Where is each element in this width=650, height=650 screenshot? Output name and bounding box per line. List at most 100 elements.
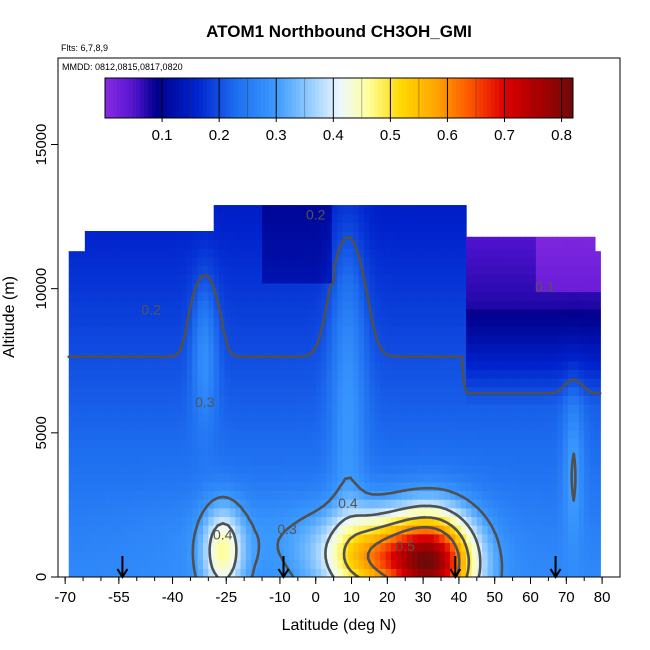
heatmap-cell — [299, 222, 306, 232]
heatmap-cell — [471, 429, 478, 440]
heatmap-cell — [219, 490, 226, 500]
heatmap-cell — [90, 308, 97, 319]
heatmap-cell — [90, 455, 97, 466]
heatmap-cell — [568, 525, 575, 535]
heatmap-cell — [208, 282, 215, 293]
colorbar-segment — [549, 78, 554, 118]
heatmap-cell — [428, 222, 435, 232]
heatmap-cell — [390, 378, 397, 388]
heatmap-cell — [160, 378, 166, 388]
heatmap-cell — [557, 248, 564, 258]
heatmap-cell — [315, 239, 322, 249]
heatmap-cell — [347, 421, 354, 431]
heatmap-cell — [165, 282, 172, 293]
heatmap-cell — [117, 291, 124, 301]
heatmap-cell — [133, 308, 140, 319]
heatmap-cell — [514, 447, 521, 457]
heatmap-cell — [551, 473, 558, 483]
heatmap-cell — [197, 473, 204, 483]
heatmap-cell — [224, 499, 231, 509]
heatmap-cell — [401, 248, 408, 258]
heatmap-cell — [374, 559, 381, 569]
heatmap-cell — [138, 507, 145, 518]
heatmap-cell — [111, 231, 118, 241]
heatmap-cell — [68, 308, 75, 319]
heatmap-cell — [181, 404, 188, 414]
heatmap-cell — [122, 248, 129, 258]
heatmap-cell — [514, 455, 521, 466]
heatmap-cell — [106, 447, 113, 457]
heatmap-cell — [245, 317, 252, 327]
heatmap-cell — [385, 222, 392, 232]
heatmap-cell — [337, 490, 344, 500]
heatmap-cell — [423, 308, 430, 319]
heatmap-cell — [347, 274, 354, 284]
heatmap-cell — [304, 551, 311, 561]
heatmap-cell — [208, 300, 215, 310]
heatmap-cell — [439, 231, 446, 241]
heatmap-cell — [557, 455, 564, 466]
heatmap-cell — [492, 291, 499, 301]
colorbar-segment — [456, 78, 461, 118]
contour-label: 0.3 — [195, 394, 215, 410]
heatmap-cell — [530, 236, 537, 241]
heatmap-cell — [170, 499, 177, 509]
colorbar-segment — [358, 78, 363, 118]
heatmap-cell — [449, 395, 456, 405]
heatmap-cell — [127, 516, 134, 526]
heatmap-cell — [208, 395, 215, 405]
heatmap-cell — [525, 378, 532, 388]
colorbar-segment — [409, 78, 414, 118]
heatmap-cell — [310, 559, 317, 569]
heatmap-cell — [573, 499, 580, 509]
heatmap-cell — [235, 378, 242, 388]
x-tick-label: -70 — [54, 589, 76, 606]
heatmap-cell — [133, 282, 140, 293]
heatmap-cell — [385, 559, 392, 569]
heatmap-cell — [304, 499, 311, 509]
heatmap-cell — [310, 265, 317, 275]
heatmap-cell — [369, 274, 376, 284]
heatmap-cell — [160, 326, 166, 336]
heatmap-cell — [525, 490, 532, 500]
heatmap-cell — [149, 369, 156, 379]
heatmap-cell — [331, 507, 338, 518]
heatmap-cell — [562, 265, 569, 275]
heatmap-cell — [208, 360, 215, 370]
heatmap-cell — [138, 282, 145, 293]
colorbar-segment — [397, 78, 402, 118]
heatmap-cell — [79, 447, 86, 457]
colorbar-segment — [288, 78, 293, 118]
heatmap-cell — [176, 378, 183, 388]
heatmap-cell — [551, 499, 558, 509]
heatmap-cell — [138, 239, 145, 249]
heatmap-cell — [299, 559, 306, 569]
heatmap-cell — [90, 464, 97, 474]
heatmap-cell — [272, 265, 279, 275]
heatmap-cell — [396, 559, 403, 569]
contour-label: 0.3 — [277, 521, 297, 537]
colorbar-segment — [514, 78, 519, 118]
heatmap-cell — [208, 369, 215, 379]
heatmap-cell — [181, 473, 188, 483]
heatmap-cell — [557, 533, 564, 543]
heatmap-cell — [251, 308, 258, 319]
heatmap-cell — [68, 507, 75, 518]
heatmap-cell — [428, 395, 435, 405]
heatmap-cell — [240, 542, 247, 552]
heatmap-cell — [278, 231, 285, 241]
heatmap-cell — [433, 499, 440, 509]
heatmap-cell — [471, 343, 478, 353]
heatmap-cell — [272, 533, 279, 543]
heatmap-cell — [181, 542, 188, 552]
heatmap-cell — [68, 464, 75, 474]
heatmap-cell — [519, 334, 526, 345]
heatmap-cell — [374, 404, 381, 414]
heatmap-cell — [439, 291, 446, 301]
heatmap-cell — [374, 516, 381, 526]
heatmap-cell — [342, 274, 349, 284]
heatmap-cell — [380, 516, 387, 526]
heatmap-cell — [439, 317, 446, 327]
heatmap-cell — [492, 525, 499, 535]
heatmap-cell — [111, 360, 118, 370]
